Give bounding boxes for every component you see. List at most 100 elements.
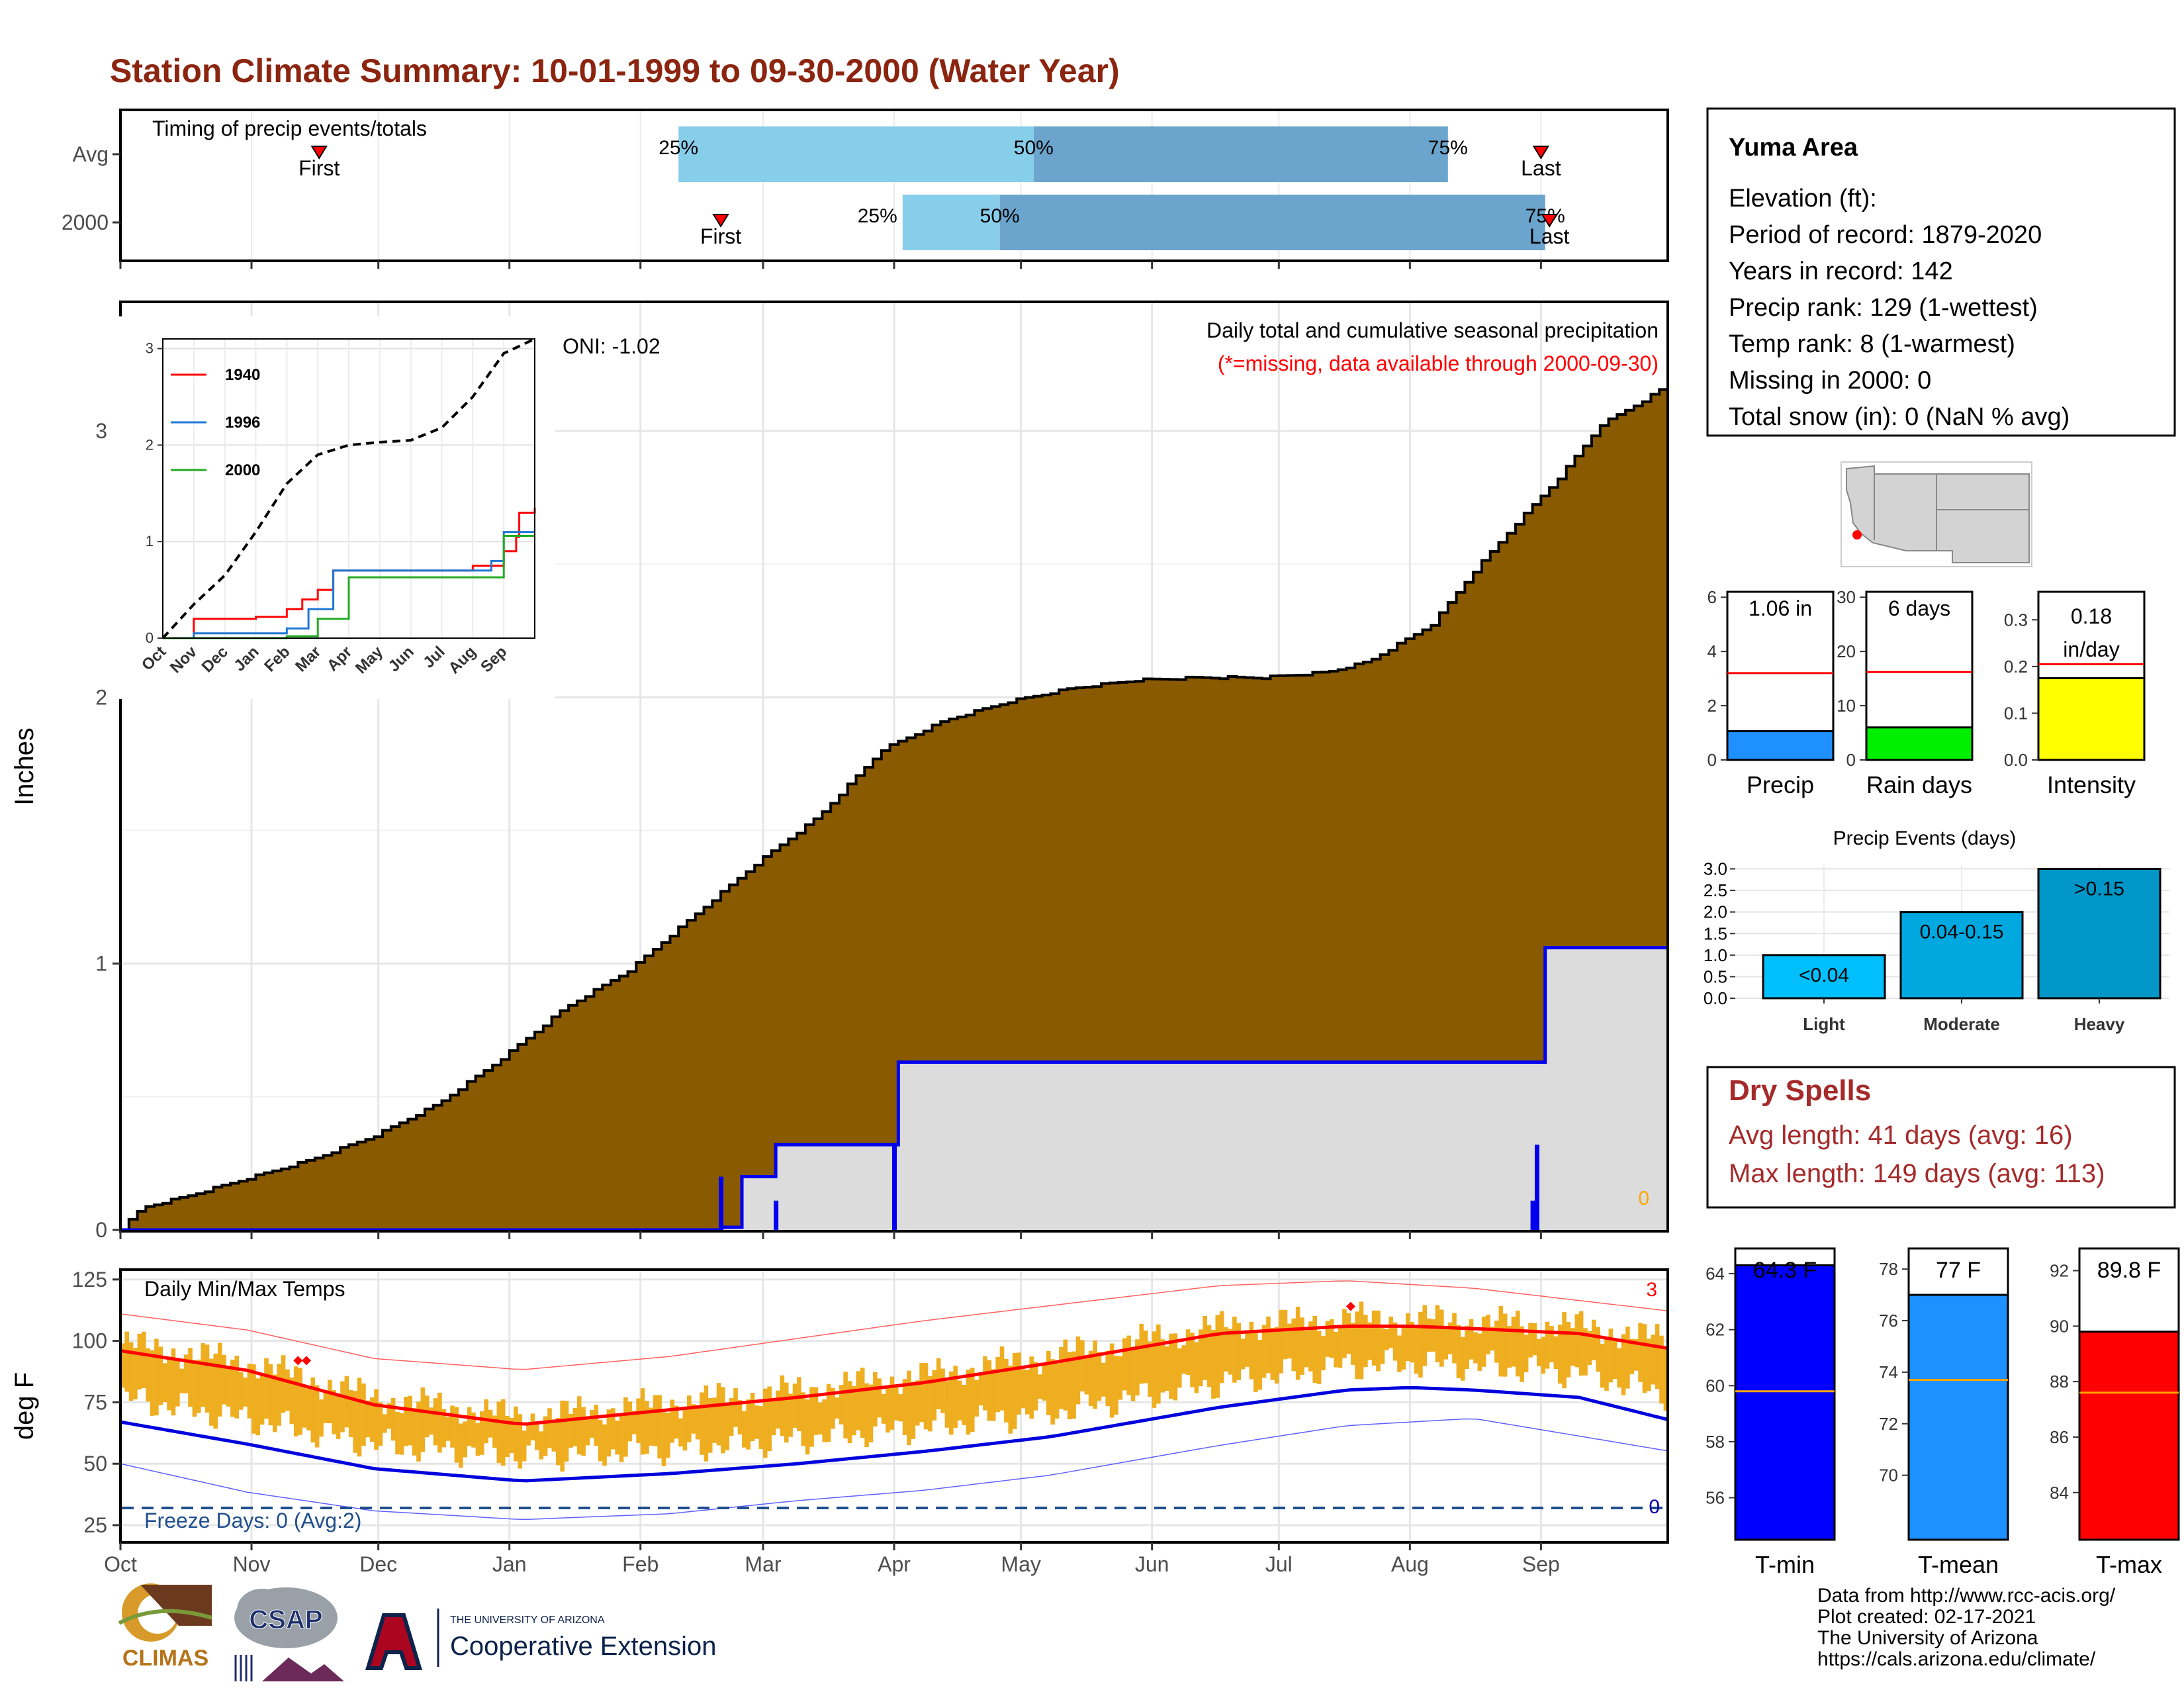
daily-temp-bar	[319, 1399, 324, 1437]
events-y-tick-label: 0.0	[1704, 988, 1727, 1008]
daily-temp-bar	[585, 1419, 590, 1446]
timing-first-marker	[712, 214, 729, 228]
daily-temp-bar	[1135, 1339, 1140, 1396]
daily-temp-bar	[209, 1358, 214, 1426]
daily-temp-bar	[928, 1376, 933, 1432]
timing-q50-q75-bar	[999, 195, 1545, 250]
dry-spells-box: Dry Spells Avg length: 41 days (avg: 16)…	[1706, 1066, 2176, 1209]
daily-temp-bar	[886, 1387, 890, 1433]
daily-temp-bar	[1477, 1333, 1482, 1371]
temp-bar-label: T-min	[1755, 1551, 1815, 1578]
daily-temp-bar	[1054, 1364, 1060, 1419]
daily-temp-bar	[606, 1409, 612, 1457]
daily-temp-bar	[569, 1414, 573, 1448]
temp-y-tick-label: 25	[83, 1513, 107, 1537]
daily-temp-bar	[640, 1388, 645, 1455]
daily-temp-bar	[843, 1372, 848, 1439]
daily-temp-bar	[1346, 1313, 1351, 1354]
station-info-line: Period of record: 1879-2020	[1729, 221, 2042, 249]
temp-bar-y-tick-label: 58	[1706, 1432, 1725, 1452]
daily-temp-bar	[328, 1380, 332, 1424]
daily-temp-bar	[695, 1409, 700, 1440]
daily-temp-bar	[1169, 1333, 1173, 1399]
daily-temp-bar	[936, 1358, 941, 1409]
daily-temp-bar	[1401, 1326, 1406, 1370]
daily-temp-bar	[1325, 1321, 1330, 1357]
summary-bar-label: Intensity	[2047, 771, 2136, 798]
daily-temp-bar	[226, 1368, 231, 1407]
daily-temp-bar	[877, 1378, 882, 1418]
daily-temp-bar	[1033, 1362, 1038, 1411]
daily-temp-bar	[124, 1331, 129, 1392]
event-bar-moderate	[1899, 911, 2024, 1000]
daily-temp-bar	[788, 1393, 793, 1437]
daily-temp-bar	[911, 1382, 916, 1439]
timing-last-marker	[1532, 146, 1550, 160]
daily-temp-bar	[1190, 1333, 1195, 1387]
summary-value-label: 0.18	[2071, 604, 2112, 628]
daily-temp-bar	[725, 1402, 730, 1450]
daily-precip-bar	[719, 1176, 724, 1230]
summary-bar-value	[1726, 730, 1835, 761]
daily-temp-bar	[1426, 1318, 1432, 1352]
daily-temp-bar	[627, 1401, 633, 1442]
daily-temp-bar	[1139, 1323, 1144, 1384]
daily-temp-bar	[1528, 1323, 1533, 1358]
daily-temp-bar	[966, 1370, 971, 1435]
freeze-days-label: Freeze Days: 0 (Avg:2)	[144, 1509, 361, 1532]
daily-temp-bar	[1316, 1331, 1322, 1384]
timing-q25-q50-bar	[902, 195, 1000, 250]
daily-temp-bar	[750, 1393, 755, 1442]
daily-temp-bar	[1456, 1325, 1461, 1378]
daily-temp-bar	[1460, 1336, 1465, 1381]
daily-temp-bar	[1211, 1330, 1216, 1399]
daily-temp-bar	[1156, 1324, 1161, 1404]
event-category-label: Moderate	[1923, 1014, 2000, 1034]
daily-temp-bar	[399, 1413, 404, 1455]
daily-temp-bar	[383, 1414, 387, 1433]
daily-temp-bar	[1371, 1310, 1377, 1366]
record-count: 3	[1646, 1279, 1657, 1301]
daily-temp-bar	[822, 1399, 827, 1442]
daily-temp-bar	[1312, 1315, 1318, 1383]
daily-temp-bar	[661, 1412, 666, 1467]
record-max-line	[120, 1280, 1668, 1370]
inset-legend-label: 1940	[225, 366, 260, 384]
timing-label: Timing of precip events/totals	[152, 117, 427, 140]
daily-temp-bar	[856, 1371, 861, 1430]
daily-temp-bar	[1130, 1346, 1136, 1401]
inset-y-tick-label: 0	[146, 630, 154, 646]
month-tick-label: Apr	[878, 1552, 911, 1576]
timing-row-2000-label: 2000	[62, 211, 109, 234]
daily-temp-bar	[1355, 1311, 1359, 1380]
timing-q75-label: 75%	[1428, 137, 1468, 159]
daily-temp-bar	[146, 1348, 150, 1402]
daily-temp-bar	[1562, 1311, 1567, 1389]
daily-temp-bar	[437, 1392, 442, 1453]
daily-temp-bar	[1067, 1352, 1072, 1420]
events-y-tick-label: 2.0	[1704, 902, 1727, 922]
daily-temp-bar	[222, 1354, 226, 1405]
temp-bar-y-tick-label: 70	[1879, 1466, 1898, 1485]
daily-temp-bar	[310, 1377, 316, 1443]
daily-temp-bar	[547, 1408, 552, 1448]
summary-y-tick-label: 20	[1837, 641, 1856, 661]
daily-temp-bar	[780, 1375, 785, 1436]
event-bar-label: <0.04	[1799, 964, 1849, 986]
daily-temp-bar	[1583, 1328, 1588, 1376]
daily-temp-bar	[1532, 1323, 1537, 1356]
daily-temp-bar	[1596, 1327, 1601, 1372]
daily-temp-bar	[183, 1354, 189, 1393]
daily-temp-bar	[1385, 1329, 1389, 1350]
daily-temp-bar	[1617, 1348, 1621, 1388]
freeze-count: 0	[1649, 1496, 1660, 1518]
daily-temp-bar	[1447, 1322, 1453, 1354]
daily-temp-bar	[615, 1421, 619, 1455]
daily-temp-bar	[543, 1416, 548, 1456]
daily-temp-bar	[1507, 1325, 1512, 1368]
daily-precip-bar	[774, 1200, 779, 1230]
daily-temp-bar	[712, 1397, 717, 1443]
daily-temp-bar	[514, 1406, 518, 1462]
daily-temp-bar	[522, 1430, 527, 1462]
